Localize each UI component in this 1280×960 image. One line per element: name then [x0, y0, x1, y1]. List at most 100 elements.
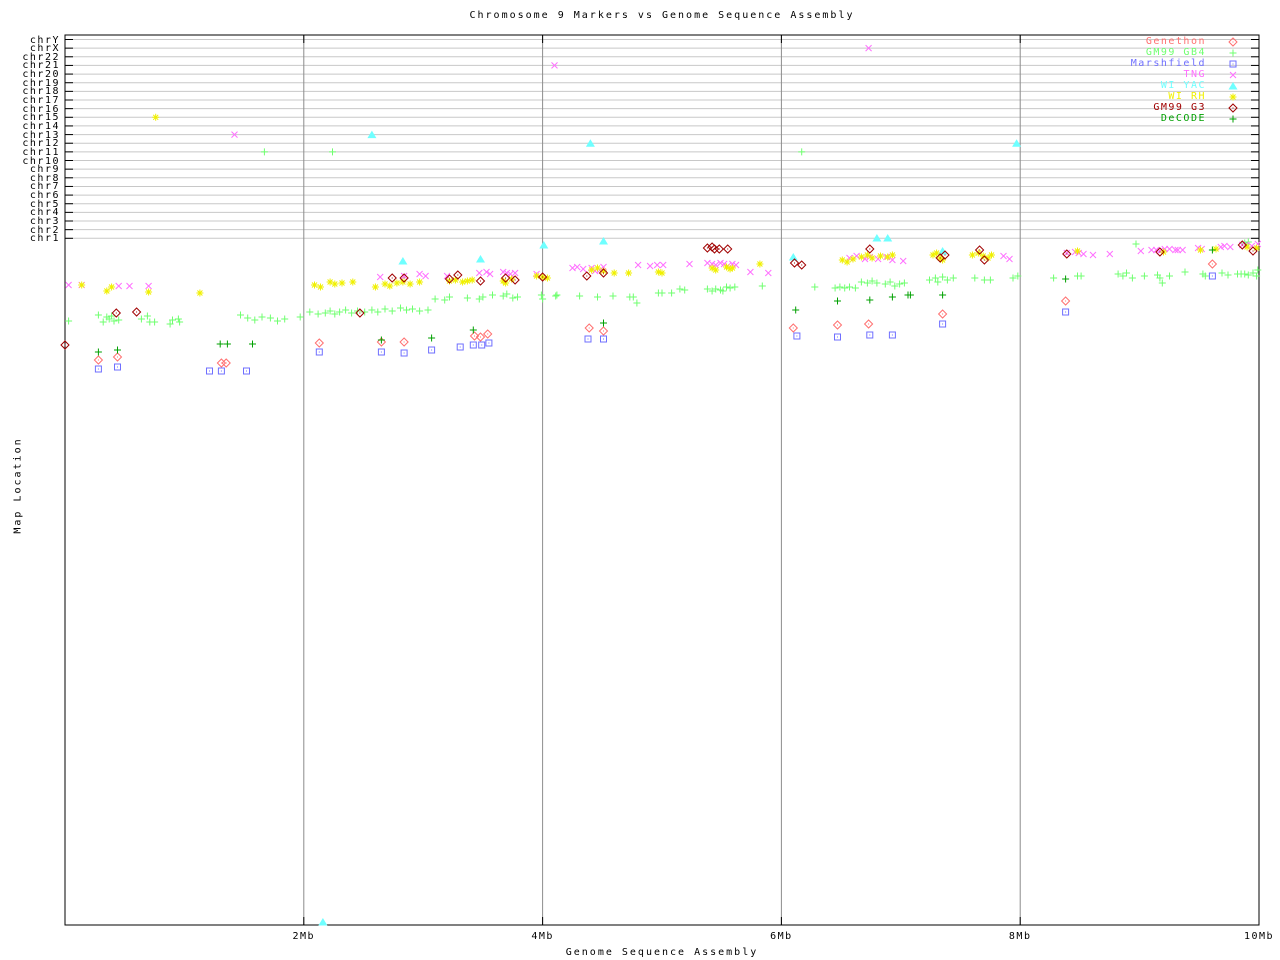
- data-point-gm99-g3: [582, 271, 592, 281]
- data-point-gm99-gb4: [986, 276, 995, 284]
- data-point-decode: [1061, 275, 1070, 283]
- data-point-gm99-gb4: [402, 306, 411, 314]
- data-point-genethon: [93, 355, 103, 365]
- data-point-tng: [115, 282, 123, 290]
- data-point-gm99-gb4: [551, 292, 560, 300]
- data-point-tng: [475, 269, 483, 277]
- data-point-decode: [791, 306, 800, 314]
- data-point-gm99-gb4: [1132, 240, 1140, 248]
- data-point-tng: [1006, 255, 1013, 263]
- data-point-gm99-gb4: [1122, 269, 1131, 277]
- data-point-marshfield: [94, 365, 102, 373]
- data-point-tng: [634, 261, 642, 269]
- data-point-wi-rh: [610, 269, 619, 277]
- data-point-gm99-gb4: [857, 278, 866, 286]
- data-point-tng: [126, 282, 133, 290]
- ytick-label-chr11: chr11: [22, 146, 60, 158]
- data-point-decode: [888, 293, 897, 301]
- data-point-gm99-gb4: [675, 285, 684, 293]
- data-point-gm99-gb4: [314, 310, 323, 318]
- legend-label: WI RH: [1168, 91, 1206, 102]
- data-point-decode: [833, 297, 842, 305]
- data-point-tng: [573, 263, 581, 271]
- data-point-gm99-gb4: [726, 284, 735, 292]
- data-point-wi-yac: [398, 257, 408, 265]
- legend-label: Marshfield: [1130, 58, 1206, 69]
- data-point-gm99-gb4: [440, 296, 449, 304]
- legend-label: Genethon: [1145, 36, 1206, 47]
- data-point-marshfield: [315, 348, 323, 356]
- legend-label: TNG: [1183, 69, 1206, 80]
- ytick-label-chr8: chr8: [29, 172, 60, 184]
- data-point-marshfield: [428, 346, 436, 354]
- data-point-marshfield: [793, 332, 801, 340]
- data-point-marshfield: [478, 341, 486, 349]
- data-point-wi-rh: [338, 279, 346, 287]
- data-point-wi-rh: [876, 252, 885, 260]
- data-point-gm99-gb4: [851, 284, 860, 292]
- data-point-tng: [511, 269, 519, 277]
- ytick-label-chr22: chr22: [22, 51, 60, 63]
- data-point-wi-yac: [539, 241, 549, 249]
- data-point-wi-yac: [788, 253, 798, 261]
- legend-label: DeCODE: [1160, 113, 1206, 124]
- data-point-gm99-gb4: [1165, 272, 1174, 280]
- data-point-gm99-gb4: [1181, 268, 1189, 276]
- data-point-marshfield: [243, 367, 250, 375]
- plus-legend-icon: [1229, 115, 1237, 123]
- data-point-wi-rh: [868, 254, 877, 262]
- legend-row-marshfield: Marshfield: [1040, 58, 1248, 69]
- data-point-decode: [469, 326, 478, 334]
- legend-row-wi-rh: WI RH: [1040, 91, 1248, 102]
- ytick-label-chr18: chr18: [22, 86, 60, 98]
- data-point-tng: [1000, 252, 1007, 260]
- data-point-genethon: [584, 323, 594, 333]
- ytick-label-chr15: chr15: [22, 112, 60, 124]
- data-point-gm99-gb4: [280, 315, 289, 323]
- data-point-marshfield: [456, 343, 464, 351]
- data-point-gm99-gb4: [260, 147, 269, 156]
- data-point-gm99-gb4: [137, 315, 146, 323]
- legend-row-gm99-g3: GM99 G3: [1040, 102, 1248, 113]
- legend-label: GM99 G3: [1153, 102, 1206, 113]
- data-point-marshfield: [600, 335, 607, 343]
- data-point-tng: [65, 281, 73, 289]
- data-point-wi-rh: [1073, 247, 1082, 255]
- data-point-wi-rh: [501, 279, 510, 287]
- data-point-wi-rh: [857, 253, 866, 261]
- ytick-label-chr9: chr9: [29, 164, 60, 176]
- data-point-decode: [248, 340, 257, 348]
- data-point-wi-rh: [849, 255, 857, 263]
- data-point-decode: [938, 291, 947, 299]
- ytick-label-chrX: chrX: [29, 43, 60, 55]
- data-point-gm99-gb4: [538, 295, 547, 303]
- ytick-label-chr1: chr1: [29, 233, 60, 245]
- data-point-gm99-gb4: [415, 307, 424, 315]
- data-point-gm99-gb4: [722, 283, 731, 291]
- data-point-tng: [1106, 250, 1114, 258]
- data-point-tng: [899, 257, 907, 265]
- data-point-marshfield: [866, 331, 874, 339]
- ytick-label-chr2: chr2: [29, 224, 60, 236]
- data-point-gm99-gb4: [1128, 274, 1137, 282]
- data-point-genethon: [938, 309, 948, 319]
- ytick-label-chr17: chr17: [22, 95, 60, 106]
- legend-label: GM99 GB4: [1145, 47, 1206, 58]
- data-point-wi-rh: [987, 251, 996, 259]
- data-point-wi-rh: [711, 266, 720, 274]
- data-point-gm99-gb4: [296, 313, 305, 321]
- data-point-gm99-gb4: [552, 291, 561, 299]
- data-point-tng: [653, 261, 661, 269]
- data-point-wi-rh: [888, 251, 897, 259]
- data-point-wi-rh: [593, 264, 602, 272]
- data-point-genethon: [221, 358, 231, 368]
- data-point-gm99-gb4: [537, 291, 546, 299]
- x-axis-label: Genome Sequence Assembly: [565, 947, 759, 958]
- data-point-marshfield: [206, 367, 213, 375]
- data-point-gm99-gb4: [388, 307, 397, 315]
- data-point-wi-rh: [658, 269, 666, 277]
- data-point-wi-rh: [398, 278, 407, 286]
- data-point-gm99-gb4: [513, 293, 522, 301]
- data-point-wi-rh: [406, 280, 415, 288]
